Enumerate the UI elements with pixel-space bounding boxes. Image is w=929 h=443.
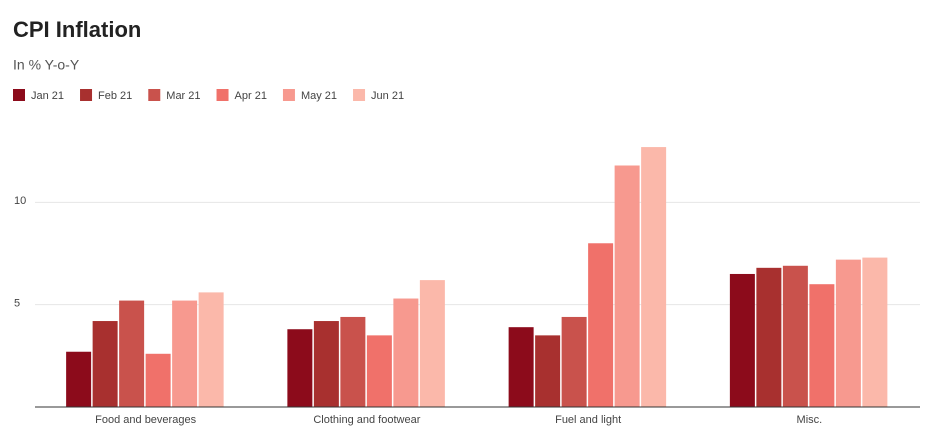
legend-swatch	[353, 89, 366, 101]
bar	[835, 259, 861, 407]
bar	[588, 243, 614, 407]
legend-swatch	[80, 89, 93, 101]
bar	[313, 321, 339, 407]
bar	[393, 298, 419, 407]
x-tick-label: Clothing and footwear	[313, 414, 420, 426]
bar	[641, 147, 667, 407]
legend-label: Jun 21	[371, 90, 404, 102]
bar	[198, 292, 224, 407]
legend-swatch	[148, 89, 161, 101]
chart-title: CPI Inflation	[13, 17, 141, 42]
legend-label: Jan 21	[31, 90, 64, 102]
legend-swatch	[216, 89, 229, 101]
legend-label: Mar 21	[166, 90, 200, 102]
legend-label: May 21	[301, 90, 337, 102]
y-tick-label: 10	[14, 195, 26, 207]
bar	[782, 265, 808, 407]
bar	[508, 327, 534, 407]
legend-swatch	[282, 89, 295, 101]
bar	[535, 335, 561, 407]
bar	[862, 257, 888, 407]
bar	[419, 280, 445, 407]
bar	[561, 316, 587, 407]
bar	[119, 300, 145, 407]
bar	[729, 273, 755, 407]
bar	[172, 300, 198, 407]
x-tick-label: Misc.	[797, 414, 823, 426]
bar	[66, 351, 92, 407]
bar	[92, 321, 118, 407]
x-tick-label: Fuel and light	[555, 414, 621, 426]
legend-label: Feb 21	[98, 90, 132, 102]
y-tick-label: 5	[14, 298, 20, 310]
chart-subtitle: In % Y-o-Y	[13, 57, 80, 73]
bar	[145, 353, 171, 407]
bar	[756, 267, 782, 407]
bar	[366, 335, 392, 407]
x-tick-label: Food and beverages	[95, 414, 196, 426]
legend-swatch	[13, 89, 25, 101]
legend-label: Apr 21	[235, 90, 267, 102]
bar	[614, 165, 640, 407]
bar	[287, 329, 313, 407]
bar	[340, 316, 366, 407]
bar	[809, 284, 835, 407]
